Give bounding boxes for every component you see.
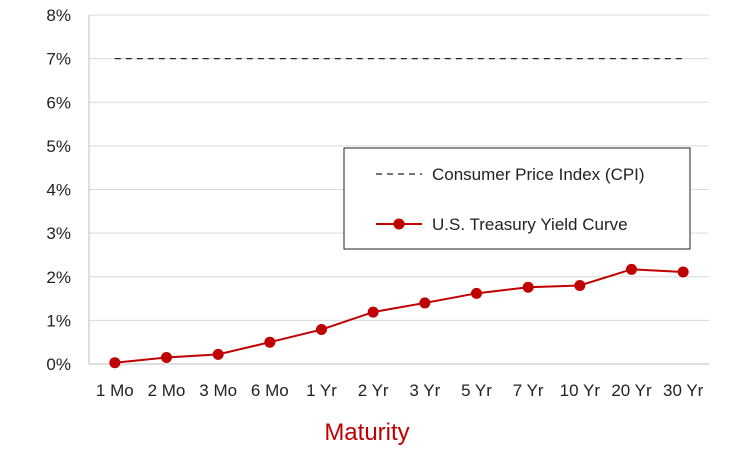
x-axis-title: Maturity	[324, 419, 409, 446]
x-tick-label: 2 Mo	[148, 381, 186, 400]
legend-yield-label: U.S. Treasury Yield Curve	[432, 215, 628, 234]
yield-point	[522, 281, 534, 293]
y-tick-labels: 0% 1% 2% 3% 4% 5% 6% 7% 8%	[46, 6, 71, 374]
x-tick-label: 5 Yr	[461, 381, 492, 400]
x-tick-label: 3 Mo	[199, 381, 237, 400]
legend-cpi-label: Consumer Price Index (CPI)	[432, 165, 645, 184]
yield-point	[471, 287, 482, 299]
yield-curve-line	[114, 268, 684, 364]
axes	[88, 15, 709, 365]
yield-point	[367, 306, 379, 318]
y-tick-label: 4%	[46, 181, 71, 200]
series	[109, 57, 689, 369]
x-tick-labels: 1 Mo 2 Mo 3 Mo 6 Mo 1 Yr 2 Yr 3 Yr 5 Yr 7 Yr 10 Y…	[96, 381, 704, 400]
yield-point	[316, 324, 327, 336]
x-tick-label: 7 Yr	[513, 381, 544, 400]
yield-point	[109, 357, 121, 369]
y-tick-label: 7%	[46, 50, 71, 69]
x-tick-label: 3 Yr	[409, 381, 440, 400]
yield-point	[264, 336, 276, 348]
yield-point	[677, 266, 689, 278]
y-tick-label: 6%	[46, 93, 71, 112]
x-tick-label: 30 Yr	[663, 381, 704, 400]
y-tick-label: 8%	[46, 6, 71, 25]
x-tick-label: 20 Yr	[611, 381, 652, 400]
x-tick-label: 1 Yr	[306, 381, 337, 400]
y-tick-label: 3%	[46, 224, 71, 243]
y-tick-label: 1%	[46, 311, 71, 330]
y-tick-label: 2%	[46, 268, 71, 287]
yield-point	[419, 297, 431, 309]
x-tick-label: 2 Yr	[358, 381, 389, 400]
legend-yield-marker	[393, 218, 405, 230]
yield-point	[161, 351, 172, 363]
x-tick-label: 1 Mo	[96, 381, 134, 400]
yield-point	[574, 279, 586, 291]
x-tick-label: 10 Yr	[560, 381, 601, 400]
y-tick-label: 5%	[46, 137, 71, 156]
yield-point	[626, 263, 637, 275]
legend: Consumer Price Index (CPI) U.S. Treasury…	[343, 147, 691, 250]
yield-point	[212, 348, 224, 360]
x-tick-label: 6 Mo	[251, 381, 289, 400]
y-tick-label: 0%	[46, 355, 71, 374]
legend-box	[343, 147, 691, 250]
